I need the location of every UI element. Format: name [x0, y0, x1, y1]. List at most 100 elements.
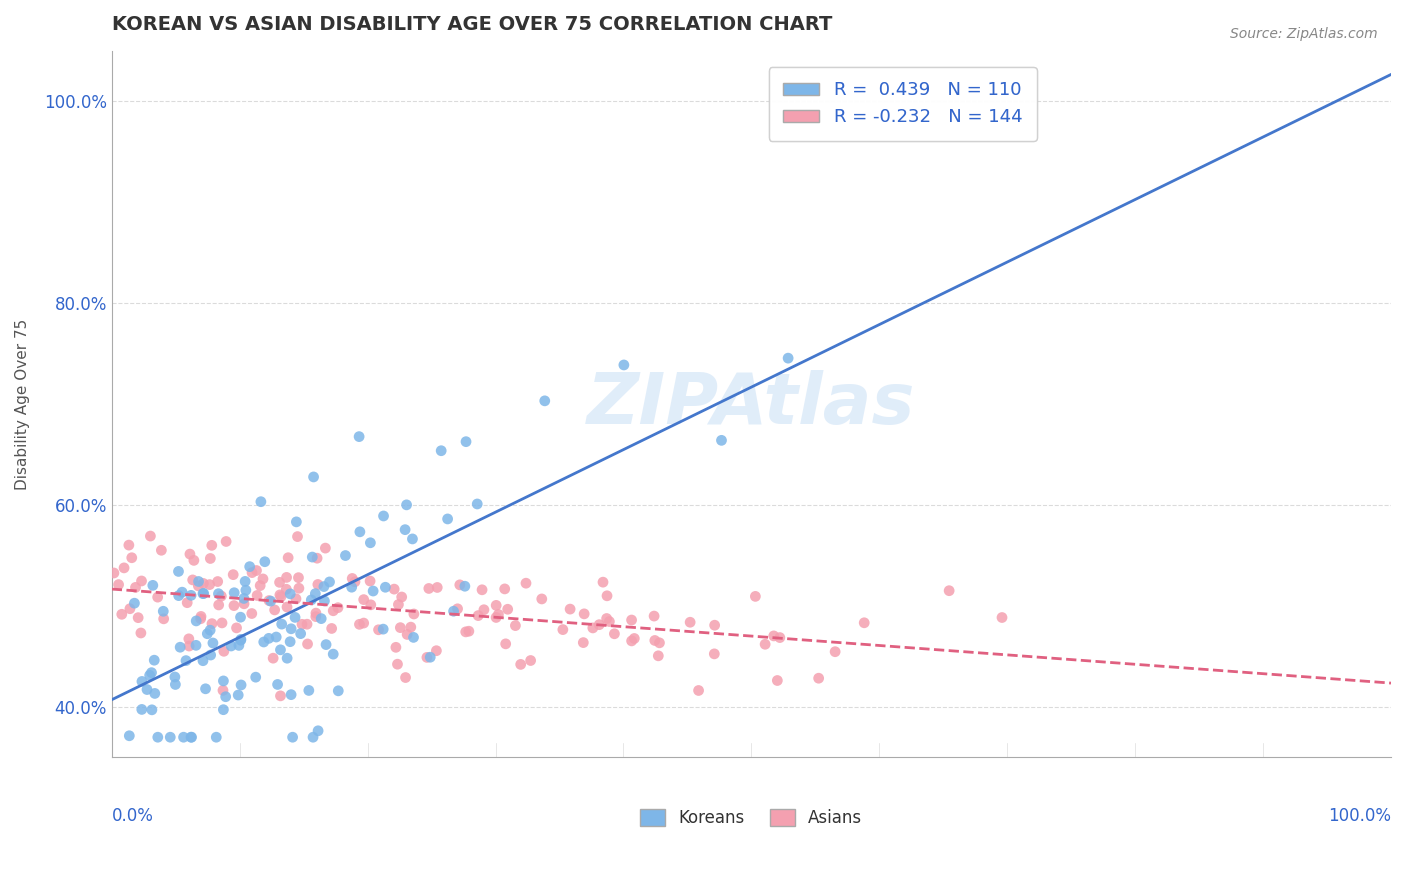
- Point: [118, 538, 141, 552]
- Point: [454, 579, 477, 593]
- Point: [222, 599, 245, 613]
- Point: [467, 608, 489, 623]
- Point: [212, 644, 235, 658]
- Point: [335, 549, 357, 563]
- Point: [592, 575, 614, 590]
- Point: [193, 576, 215, 591]
- Point: [582, 621, 605, 635]
- Point: [328, 683, 350, 698]
- Point: [766, 673, 789, 688]
- Point: [181, 573, 204, 587]
- Point: [778, 351, 800, 366]
- Point: [270, 590, 292, 604]
- Point: [620, 613, 643, 627]
- Point: [643, 609, 665, 624]
- Point: [402, 607, 425, 621]
- Point: [454, 434, 477, 449]
- Point: [401, 532, 423, 546]
- Point: [309, 612, 332, 626]
- Point: [321, 622, 343, 636]
- Point: [647, 648, 669, 663]
- Point: [290, 626, 312, 640]
- Point: [229, 632, 252, 647]
- Point: [269, 642, 291, 657]
- Point: [111, 607, 134, 622]
- Point: [373, 508, 395, 523]
- Point: [136, 682, 159, 697]
- Point: [288, 581, 311, 595]
- Point: [449, 578, 471, 592]
- Point: [486, 607, 509, 622]
- Point: [530, 591, 553, 606]
- Point: [446, 602, 468, 616]
- Point: [304, 587, 326, 601]
- Point: [235, 583, 257, 598]
- Point: [167, 589, 190, 603]
- Point: [347, 429, 370, 443]
- Point: [179, 639, 201, 653]
- Point: [389, 621, 412, 635]
- Point: [118, 601, 141, 615]
- Point: [807, 671, 830, 685]
- Point: [249, 578, 271, 592]
- Point: [266, 677, 288, 691]
- Point: [269, 575, 291, 590]
- Point: [129, 626, 152, 640]
- Point: [159, 730, 181, 744]
- Point: [233, 597, 256, 611]
- Point: [596, 589, 619, 603]
- Point: [193, 586, 215, 600]
- Point: [200, 551, 222, 566]
- Point: [195, 626, 218, 640]
- Point: [598, 615, 620, 629]
- Point: [359, 574, 381, 588]
- Point: [297, 637, 319, 651]
- Point: [353, 592, 375, 607]
- Point: [257, 632, 280, 646]
- Point: [374, 580, 396, 594]
- Point: [167, 565, 190, 579]
- Point: [416, 650, 439, 665]
- Point: [285, 515, 308, 529]
- Point: [229, 633, 252, 648]
- Point: [141, 665, 163, 680]
- Point: [169, 640, 191, 655]
- Point: [252, 572, 274, 586]
- Point: [278, 634, 301, 648]
- Point: [387, 598, 409, 612]
- Point: [179, 547, 201, 561]
- Point: [201, 538, 224, 552]
- Point: [426, 581, 449, 595]
- Point: [471, 582, 494, 597]
- Point: [485, 599, 508, 613]
- Point: [180, 588, 202, 602]
- Text: 100.0%: 100.0%: [1329, 807, 1391, 825]
- Point: [146, 730, 169, 744]
- Point: [533, 393, 555, 408]
- Point: [703, 647, 725, 661]
- Point: [454, 624, 477, 639]
- Point: [257, 593, 280, 607]
- Point: [225, 621, 247, 635]
- Point: [124, 596, 146, 610]
- Point: [360, 598, 382, 612]
- Point: [228, 639, 250, 653]
- Point: [287, 571, 309, 585]
- Point: [138, 668, 160, 682]
- Point: [276, 570, 298, 584]
- Point: [127, 610, 149, 624]
- Point: [121, 550, 143, 565]
- Point: [150, 543, 173, 558]
- Point: [201, 636, 224, 650]
- Point: [184, 638, 207, 652]
- Point: [425, 643, 447, 657]
- Point: [163, 670, 186, 684]
- Point: [264, 630, 287, 644]
- Point: [190, 612, 212, 626]
- Point: [505, 618, 527, 632]
- Point: [191, 654, 214, 668]
- Point: [340, 580, 363, 594]
- Point: [394, 671, 416, 685]
- Point: [373, 622, 395, 636]
- Point: [207, 574, 229, 589]
